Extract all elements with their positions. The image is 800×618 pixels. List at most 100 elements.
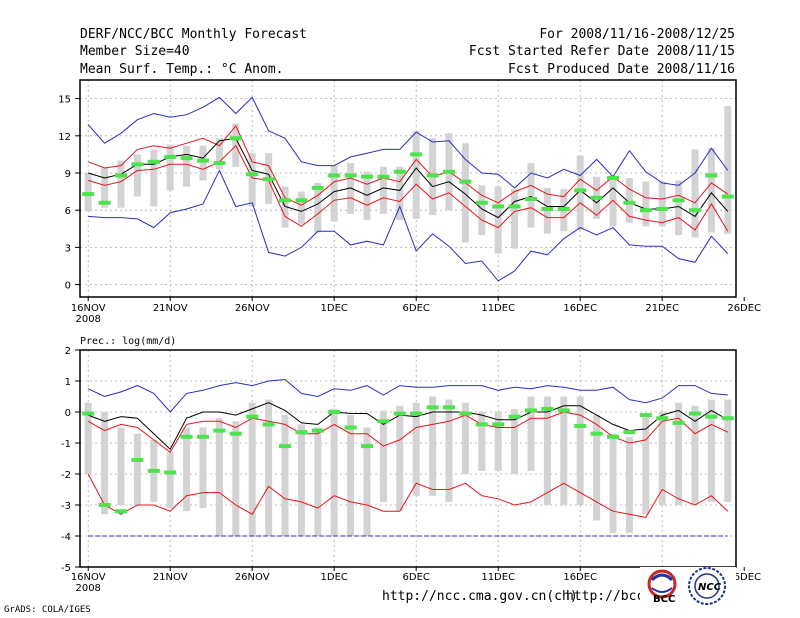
y-tick-label: 0 (65, 281, 71, 292)
series-line-upper_red (87, 411, 729, 454)
footer-url-bcc[interactable]: http://bcc.c (566, 589, 660, 604)
member-bar (379, 166, 387, 214)
mean-marker (721, 194, 734, 199)
forecast-started: Fcst Started Refer Date 2008/11/15 (468, 44, 735, 59)
member-bar (511, 408, 519, 474)
mean-marker (475, 200, 488, 205)
member-bar (347, 415, 355, 536)
member-bar (642, 415, 650, 515)
mean-marker (672, 198, 685, 203)
mean-marker (672, 420, 685, 425)
mean-marker (492, 204, 505, 209)
x-tick-label: 16DEC (563, 572, 597, 583)
x-tick-label: 16DEC (563, 303, 597, 314)
member-bar (101, 168, 109, 208)
variable-label: Mean Surf. Temp.: °C Anom. (80, 62, 284, 77)
series-line-max (87, 378, 728, 413)
mean-marker (410, 411, 423, 416)
mean-marker (443, 405, 455, 410)
mean-marker (229, 431, 242, 436)
member-bar (117, 427, 125, 505)
x-tick-label: 26NOV (235, 572, 270, 583)
member-bar (658, 412, 666, 505)
mean-marker (295, 198, 308, 203)
member-bar (133, 433, 141, 505)
x-year-label: 2008 (75, 583, 100, 594)
member-bar (199, 427, 207, 509)
y-tick-label: 1 (65, 377, 71, 388)
mean-marker (656, 206, 669, 211)
mean-marker (623, 430, 636, 435)
x-tick-label: 21DEC (645, 572, 679, 583)
member-bar (84, 402, 92, 474)
mean-marker (557, 206, 570, 211)
x-tick-label: 21NOV (153, 572, 188, 583)
x-tick-label: 1DEC (321, 303, 348, 314)
member-bar (543, 396, 551, 505)
mean-marker (721, 416, 734, 421)
member-bar (527, 163, 535, 228)
member-bar (215, 138, 223, 170)
mean-marker (279, 198, 291, 203)
mean-marker (639, 413, 652, 418)
mean-marker (541, 206, 554, 211)
x-tick-label: 26DEC (727, 303, 761, 314)
chart-panel-2: -5 -4 -3 -2 -1 0 1 2 16NOV 21NOV 26NOV 1DEC 6DEC 11DE… (61, 336, 761, 594)
mean-marker (574, 423, 587, 428)
mean-marker (328, 410, 341, 414)
mean-marker (229, 136, 242, 141)
member-bar (281, 186, 289, 228)
y-tick-label: 3 (65, 243, 71, 254)
member-bar (314, 182, 322, 233)
mean-marker (459, 411, 472, 416)
member-size: Member Size=40 (80, 44, 190, 59)
y-tick-label: -3 (61, 501, 71, 512)
mean-marker (197, 434, 209, 439)
y-tick-label: -2 (61, 470, 71, 481)
x-tick-label: 16NOV (71, 572, 106, 583)
member-bar (707, 148, 715, 233)
member-bar (199, 145, 207, 181)
member-bar (248, 402, 256, 536)
mean-marker (590, 195, 603, 200)
mean-marker (623, 200, 636, 205)
mean-marker (197, 158, 209, 163)
member-bar (478, 412, 486, 471)
member-bar (429, 396, 437, 496)
member-bar (166, 452, 174, 509)
member-bar (248, 153, 256, 207)
member-bar (625, 436, 633, 533)
footer-url-ncc[interactable]: http://ncc.cma.gov.cn(ch) (382, 589, 578, 604)
mean-marker (705, 173, 718, 178)
mean-marker (180, 434, 193, 439)
member-bar (117, 160, 125, 208)
mean-marker (115, 173, 127, 178)
mean-marker (492, 422, 505, 427)
mean-marker (689, 411, 701, 416)
member-bar (101, 412, 109, 515)
mean-marker (246, 172, 259, 177)
y-tick-label: -4 (61, 532, 71, 543)
mean-marker (131, 162, 144, 167)
mean-marker (131, 458, 144, 463)
member-bar (330, 165, 338, 222)
mean-marker (656, 416, 669, 421)
member-bar (724, 399, 732, 502)
mean-marker (607, 175, 619, 180)
mean-marker (426, 173, 439, 178)
member-bar (183, 427, 191, 512)
mean-marker (639, 208, 652, 213)
mean-marker (443, 169, 455, 174)
member-bar (412, 402, 420, 496)
y-tick-label: 12 (58, 132, 71, 143)
mean-marker (311, 185, 324, 190)
member-bar (560, 396, 568, 505)
member-bar (478, 185, 486, 235)
x-year-label: 2008 (75, 314, 100, 325)
member-bar (691, 149, 699, 238)
x-tick-label: 6DEC (403, 303, 430, 314)
member-bar (461, 402, 469, 474)
mean-marker (147, 468, 160, 473)
member-bar (297, 191, 305, 224)
